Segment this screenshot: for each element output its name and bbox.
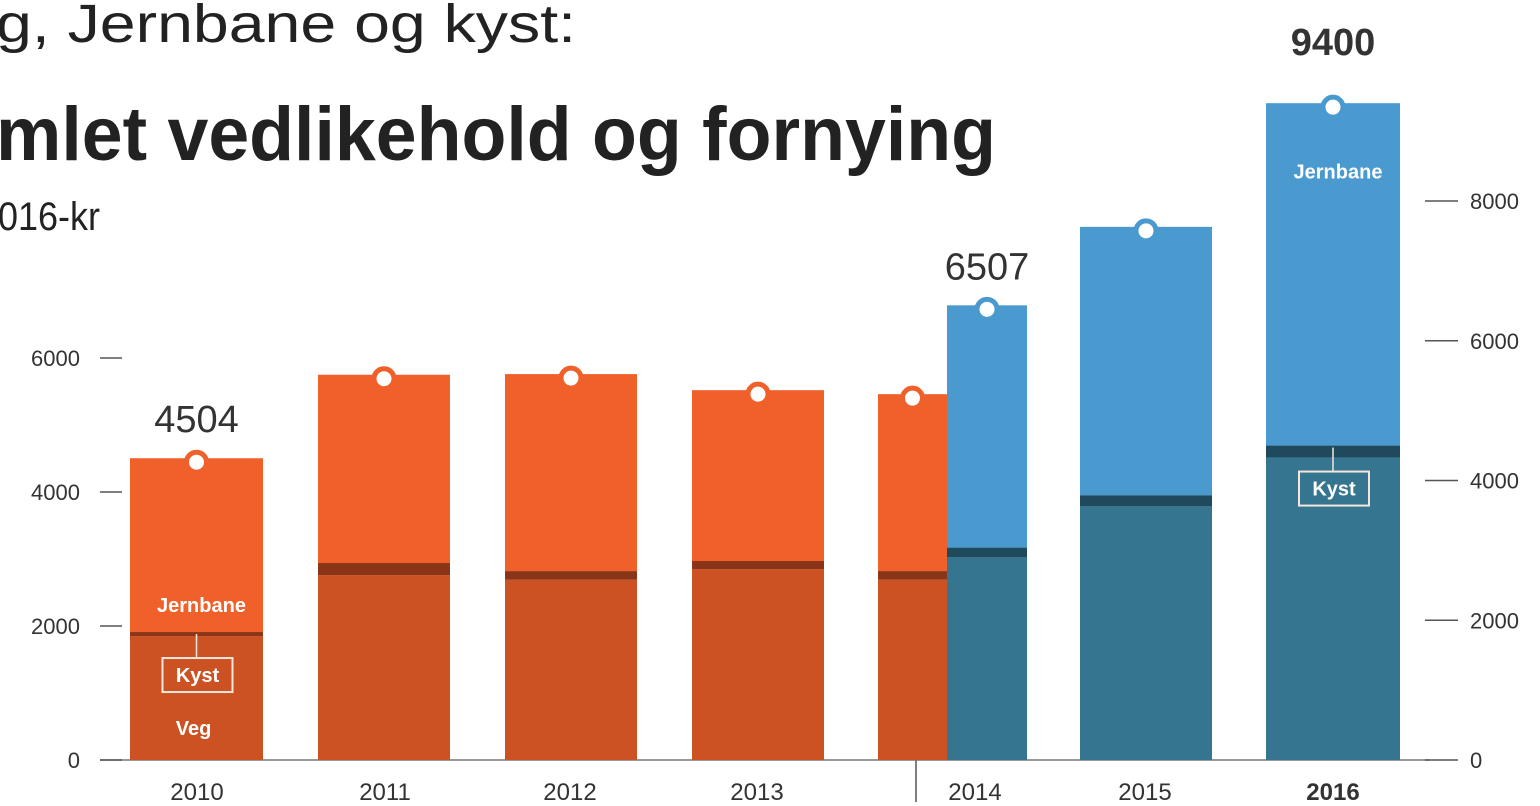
top-marker <box>900 385 925 411</box>
y2-tick-label: 6000 <box>1470 329 1519 354</box>
top-marker <box>558 365 584 391</box>
x-tick-label: 2013 <box>730 779 783 806</box>
total-label: 4504 <box>154 399 239 441</box>
segment-label: Kyst <box>1312 479 1356 501</box>
bar-segment <box>878 394 947 572</box>
bar-segment <box>505 374 637 572</box>
segment-label: Jernbane <box>1294 162 1383 184</box>
x-tick-label: 2016 <box>1306 779 1359 806</box>
bar-segment <box>505 571 637 580</box>
bar-segment <box>947 557 1027 760</box>
bar-segment <box>505 579 637 760</box>
y-tick-label: 2000 <box>31 614 80 639</box>
y2-tick-label: 4000 <box>1470 469 1519 494</box>
top-marker <box>371 366 397 392</box>
bar-segment <box>1080 226 1212 496</box>
segment-label: Jernbane <box>157 595 246 617</box>
x-tick-label: 2011 <box>359 779 411 806</box>
bar-segment <box>692 569 824 760</box>
x-tick-label: 2014 <box>948 779 1001 806</box>
bar-segment <box>318 563 450 576</box>
top-marker <box>1133 218 1159 244</box>
y-tick-label: 4000 <box>31 480 80 505</box>
chart-subtitle: mlet vedlikehold og fornying <box>0 92 996 177</box>
y2-tick-label: 0 <box>1470 748 1482 773</box>
total-label: 6507 <box>945 246 1030 288</box>
x-tick-label: 2010 <box>170 779 223 806</box>
y2-tick-label: 8000 <box>1470 189 1519 214</box>
y-tick-label: 6000 <box>31 346 80 371</box>
top-marker <box>974 296 1000 322</box>
total-label: 9400 <box>1291 22 1376 64</box>
unit-label: 016-kr <box>0 195 100 239</box>
bar-segment <box>1266 457 1400 760</box>
x-tick-label: 2012 <box>543 779 596 806</box>
top-marker <box>745 381 771 407</box>
segment-label: Kyst <box>176 665 220 687</box>
kyst-box <box>1298 470 1370 507</box>
y-tick-label: 0 <box>68 748 80 773</box>
kyst-box <box>161 657 234 694</box>
chart-title: g, Jernbane og kyst: <box>0 0 576 54</box>
bar-segment <box>1266 103 1400 446</box>
bar-segment <box>1080 506 1212 760</box>
bar-segment <box>878 579 947 760</box>
segment-label: Veg <box>176 718 212 740</box>
bar-segment <box>692 390 824 562</box>
bar-segment <box>692 561 824 570</box>
x-tick-label: 2015 <box>1118 779 1171 806</box>
bar-segment <box>1080 495 1212 507</box>
bar-segment <box>130 458 263 633</box>
top-marker <box>184 449 209 475</box>
y2-tick-label: 2000 <box>1470 608 1519 633</box>
bar-segment <box>318 374 450 564</box>
bar-segment <box>318 575 450 760</box>
top-marker <box>1320 94 1346 120</box>
bar-segment <box>878 571 947 580</box>
bar-segment <box>947 305 1027 548</box>
bar-segment <box>947 547 1027 558</box>
